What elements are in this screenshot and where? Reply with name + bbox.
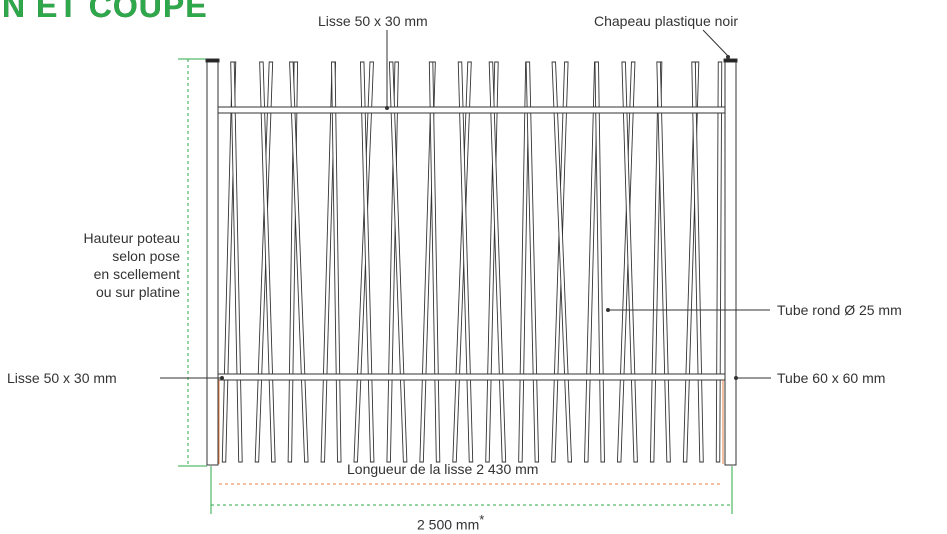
label-post-height-line: en scellement: [93, 266, 180, 282]
section-heading-overlay: N ET COUPE: [2, 0, 208, 24]
round-tube-bar: [331, 61, 342, 463]
bottom-rail: [217, 373, 726, 381]
round-tube-bar: [428, 61, 441, 463]
round-tube-bar: [551, 61, 573, 463]
section-heading: N ET COUPE: [2, 0, 208, 24]
round-tube-bar: [388, 61, 408, 463]
label-post-height: Hauteur poteau selon pose en scellement …: [40, 229, 180, 301]
label-cap: Chapeau plastique noir: [594, 13, 738, 29]
top-rail: [217, 106, 726, 114]
round-tube-bar: [715, 61, 723, 463]
round-tube-bar: [254, 61, 274, 463]
round-tube-bar: [656, 61, 671, 463]
round-tube-bar: [488, 61, 507, 463]
post-right: [723, 58, 738, 466]
round-tube-bar: [259, 61, 276, 463]
round-tube-bar: [616, 61, 636, 463]
round-tube-bar: [452, 61, 472, 463]
label-post-tube: Tube 60 x 60 mm: [777, 370, 886, 386]
round-tube-bar: [353, 61, 374, 463]
round-tube-bar: [621, 61, 638, 463]
post-left: [205, 58, 220, 466]
round-tube-bars: [221, 61, 723, 463]
total-width-dimension: [210, 466, 733, 514]
label-total-width-value: 2 500 mm: [417, 516, 480, 533]
height-dimension: [178, 58, 207, 467]
label-post-height-line: Hauteur poteau: [83, 230, 180, 246]
label-bottom-rail: Lisse 50 x 30 mm: [7, 370, 117, 386]
label-total-width-note: *: [479, 512, 485, 527]
label-rail-length: Longueur de la lisse 2 430 mm: [347, 461, 539, 477]
label-post-height-line: ou sur platine: [95, 284, 180, 300]
leader-lines: [160, 29, 771, 380]
rail-length-dimension: [218, 380, 724, 485]
label-total-width: 2 500 mm*: [417, 511, 484, 534]
round-tube-bar: [289, 61, 309, 463]
label-top-rail: Lisse 50 x 30 mm: [318, 13, 428, 29]
round-tube-bar: [457, 61, 474, 463]
round-tube-bar: [230, 61, 243, 463]
round-tube-bar: [594, 61, 605, 463]
label-post-height-line: selon pose: [112, 248, 180, 264]
round-tube-bar: [525, 61, 540, 463]
round-tube-bar: [691, 61, 704, 463]
round-tube-bar: [359, 61, 375, 463]
label-round-tube: Tube rond Ø 25 mm: [777, 302, 902, 318]
